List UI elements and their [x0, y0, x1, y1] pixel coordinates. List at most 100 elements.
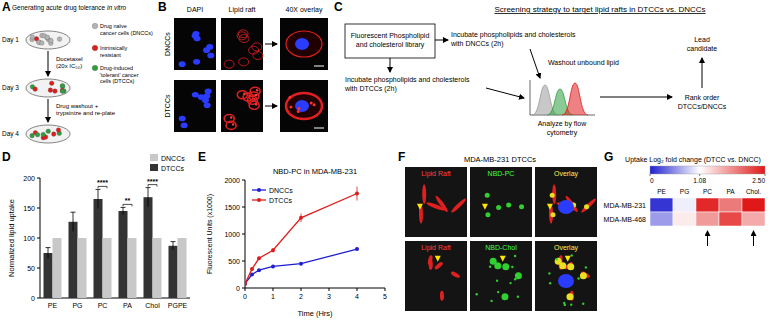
- raft: [429, 260, 433, 270]
- error-bar: [173, 242, 174, 250]
- lipid-signal: [585, 266, 587, 268]
- annotation: ****: [147, 178, 158, 185]
- tick-label: PE: [657, 188, 666, 195]
- cell: [35, 132, 40, 137]
- line: [245, 194, 357, 284]
- cell: [51, 132, 56, 137]
- arrow: [48, 51, 49, 76]
- dish: [26, 79, 70, 97]
- lipid-signal: [519, 204, 524, 209]
- legend-swatch: [150, 164, 158, 171]
- raft: [289, 96, 292, 99]
- nucleus: [179, 61, 186, 67]
- legend-label: 'tolerant' cancer: [100, 72, 139, 78]
- title: MDA-MB-231 DTCCs: [464, 155, 536, 164]
- error-bar: [148, 188, 149, 207]
- micrograph: [470, 167, 532, 237]
- day-label: Day 1: [2, 36, 19, 44]
- heatmap-cell: [742, 198, 765, 212]
- marker: [257, 268, 261, 272]
- title: NBD-PC in MDA-MB-231: [273, 167, 357, 176]
- raft: [297, 107, 300, 110]
- lipid-signal: [549, 282, 551, 284]
- error-bar: [123, 207, 124, 214]
- legend-label: DTCCs: [269, 197, 292, 204]
- heatmap-cell: [742, 212, 765, 226]
- cell: [48, 88, 53, 93]
- cell: [46, 129, 51, 134]
- cell: [53, 89, 58, 94]
- box: [345, 24, 435, 58]
- raft: [232, 123, 234, 125]
- raft: [256, 89, 258, 91]
- cell-outline: [286, 31, 322, 57]
- image-label: Overlay: [554, 170, 579, 178]
- tick-label: PA: [726, 188, 735, 195]
- legend-label: resistant: [100, 52, 121, 58]
- raft: [422, 184, 426, 204]
- raft: [580, 270, 591, 278]
- arrow: [486, 88, 524, 98]
- tick: [329, 288, 330, 291]
- legend-label: Drug-induced: [100, 65, 133, 71]
- lipid-signal: [563, 302, 565, 304]
- tick-label: 2000: [224, 177, 240, 184]
- image-label: Lipid Raft: [421, 170, 451, 178]
- nucleus: [204, 102, 211, 108]
- tick: [242, 180, 245, 181]
- tick: [699, 174, 700, 176]
- cell: [33, 87, 38, 92]
- legend-swatch: [92, 65, 98, 71]
- lipid-signal: [485, 193, 490, 198]
- arrowhead: [565, 256, 571, 262]
- tick: [37, 268, 40, 269]
- label: Analyze by flow: [538, 120, 588, 128]
- title: Generating acute drug tolerance: [12, 4, 107, 12]
- error-bar: [46, 247, 51, 248]
- raft: [230, 116, 232, 118]
- legend-swatch: [92, 45, 98, 51]
- raft: [249, 92, 259, 100]
- lipid-signal: [490, 300, 492, 302]
- lipid-signal: [577, 277, 579, 279]
- legend-label: cells (DTCCs): [100, 78, 134, 84]
- colorbar: [650, 166, 765, 174]
- lipid-signal: [496, 279, 498, 281]
- bar: [119, 211, 128, 298]
- panel-label: F: [398, 150, 405, 164]
- arrowhead: [500, 256, 506, 262]
- x-axis: [245, 288, 385, 289]
- raft: [224, 60, 234, 68]
- arrow: [435, 40, 448, 41]
- label: Lead: [694, 36, 710, 43]
- lipid-signal: [550, 193, 555, 198]
- tick-label: PE: [48, 302, 58, 309]
- day-label: Day 3: [2, 84, 19, 92]
- title: Screening strategy to target lipid rafts…: [494, 5, 705, 14]
- scale-bar: [314, 66, 324, 67]
- label: Incubate phospholipids and cholesterols: [451, 31, 576, 39]
- cell: [49, 38, 54, 43]
- bar: [144, 197, 153, 298]
- raft: [450, 197, 467, 214]
- legend-label: Intrinsically: [100, 45, 127, 51]
- raft: [243, 93, 245, 95]
- legend-label: DNCCs: [161, 155, 185, 162]
- nucleus: [207, 53, 214, 59]
- arrow: [390, 58, 391, 72]
- lipid-signal: [570, 303, 572, 305]
- legend-label: cancer cells (DNCCs): [100, 30, 153, 36]
- cell: [60, 84, 65, 89]
- tick-label: 50: [27, 265, 35, 272]
- arrow: [702, 58, 703, 88]
- nucleus: [558, 200, 574, 214]
- lipid-signal: [497, 291, 499, 293]
- tick-label: 1500: [224, 204, 240, 211]
- tick-label: 0: [243, 293, 247, 300]
- error-bar: [96, 189, 101, 208]
- error-bar: [171, 241, 176, 242]
- error-bar: [146, 188, 151, 207]
- raft: [239, 58, 249, 66]
- nucleus: [179, 116, 186, 122]
- lipid-signal: [514, 255, 516, 257]
